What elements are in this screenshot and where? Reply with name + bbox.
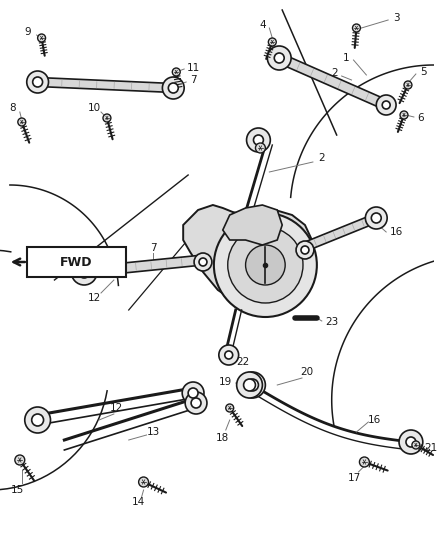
Circle shape <box>246 245 285 285</box>
Circle shape <box>353 24 360 32</box>
Circle shape <box>267 46 291 70</box>
Circle shape <box>247 128 270 152</box>
Circle shape <box>219 345 239 365</box>
Circle shape <box>226 404 234 412</box>
Polygon shape <box>84 255 204 277</box>
Circle shape <box>254 135 263 145</box>
Circle shape <box>138 477 148 487</box>
Circle shape <box>296 241 314 259</box>
Polygon shape <box>37 77 173 93</box>
Text: 23: 23 <box>325 317 338 327</box>
Circle shape <box>274 53 284 63</box>
Text: 20: 20 <box>300 367 314 377</box>
Circle shape <box>188 388 198 398</box>
Circle shape <box>404 81 412 89</box>
Text: 10: 10 <box>88 103 101 113</box>
Circle shape <box>382 101 390 109</box>
Circle shape <box>255 143 265 153</box>
Circle shape <box>199 258 207 266</box>
Circle shape <box>18 118 26 126</box>
Circle shape <box>406 437 416 447</box>
Circle shape <box>244 379 255 391</box>
Text: 5: 5 <box>420 67 427 77</box>
Circle shape <box>214 213 317 317</box>
Circle shape <box>71 259 97 285</box>
Polygon shape <box>223 205 282 245</box>
Text: 8: 8 <box>10 103 16 113</box>
Circle shape <box>15 455 25 465</box>
FancyArrowPatch shape <box>14 259 25 265</box>
Polygon shape <box>300 214 378 252</box>
Polygon shape <box>277 53 388 110</box>
Circle shape <box>38 34 46 42</box>
Circle shape <box>247 379 258 391</box>
Circle shape <box>412 441 420 449</box>
Circle shape <box>33 77 42 87</box>
Circle shape <box>172 68 180 76</box>
Circle shape <box>191 398 201 408</box>
Circle shape <box>194 253 212 271</box>
Text: 11: 11 <box>187 63 200 73</box>
Text: 4: 4 <box>259 20 266 30</box>
Circle shape <box>225 351 233 359</box>
Text: 13: 13 <box>147 427 160 437</box>
Text: 15: 15 <box>11 485 25 495</box>
Circle shape <box>360 457 369 467</box>
Text: 18: 18 <box>216 433 230 443</box>
Text: 16: 16 <box>389 227 403 237</box>
Text: 7: 7 <box>150 243 157 253</box>
Circle shape <box>240 372 265 398</box>
Text: FWD: FWD <box>60 255 92 269</box>
Circle shape <box>168 83 178 93</box>
Text: 2: 2 <box>332 68 338 78</box>
Circle shape <box>228 227 303 303</box>
Circle shape <box>268 38 276 46</box>
Circle shape <box>365 207 387 229</box>
Circle shape <box>376 95 396 115</box>
FancyBboxPatch shape <box>27 247 126 277</box>
Polygon shape <box>183 205 312 310</box>
Circle shape <box>301 246 309 254</box>
Circle shape <box>103 114 111 122</box>
Text: 22: 22 <box>236 357 249 367</box>
Circle shape <box>400 111 408 119</box>
Text: 16: 16 <box>367 415 381 425</box>
Circle shape <box>182 382 204 404</box>
Text: 2: 2 <box>318 153 325 163</box>
Circle shape <box>371 213 381 223</box>
Text: 21: 21 <box>424 443 438 453</box>
Text: 1: 1 <box>343 53 350 63</box>
Text: 12: 12 <box>88 293 101 303</box>
Circle shape <box>399 430 423 454</box>
Circle shape <box>25 407 50 433</box>
Text: 17: 17 <box>348 473 361 483</box>
Text: 19: 19 <box>219 377 233 387</box>
Text: 12: 12 <box>110 403 124 413</box>
Circle shape <box>162 77 184 99</box>
Text: 3: 3 <box>393 13 399 23</box>
Text: 7: 7 <box>190 75 196 85</box>
Text: 9: 9 <box>25 27 31 37</box>
Text: 6: 6 <box>417 113 424 123</box>
Text: 14: 14 <box>132 497 145 507</box>
Circle shape <box>78 266 90 278</box>
Circle shape <box>32 414 43 426</box>
Circle shape <box>185 392 207 414</box>
Circle shape <box>237 372 262 398</box>
Circle shape <box>27 71 49 93</box>
